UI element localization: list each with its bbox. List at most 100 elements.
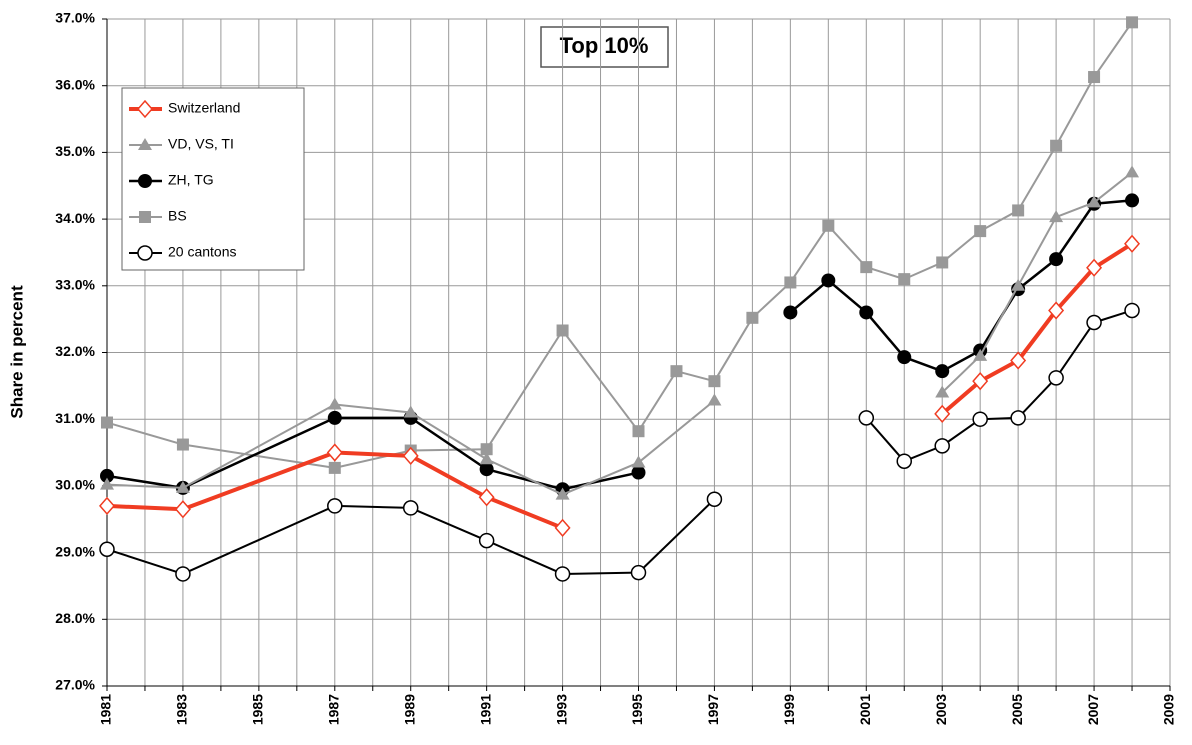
y-tick-label: 35.0% xyxy=(55,143,95,159)
marker xyxy=(821,273,836,288)
legend-label: 20 cantons xyxy=(168,244,237,260)
x-tick-label: 1999 xyxy=(781,694,797,725)
marker xyxy=(100,468,114,483)
legend-marker xyxy=(138,138,152,150)
legend-marker xyxy=(139,211,151,223)
marker xyxy=(707,393,722,406)
marker xyxy=(974,225,987,238)
marker xyxy=(554,566,571,582)
y-tick-label: 28.0% xyxy=(55,610,95,626)
marker xyxy=(1011,278,1026,291)
legend-label: BS xyxy=(168,208,187,224)
y-tick-label: 34.0% xyxy=(55,210,95,226)
marker xyxy=(630,564,647,581)
marker xyxy=(897,350,912,365)
marker xyxy=(858,410,875,426)
marker xyxy=(934,438,950,454)
marker xyxy=(554,518,571,538)
marker xyxy=(478,488,495,507)
marker xyxy=(670,365,683,378)
marker xyxy=(99,541,115,558)
marker xyxy=(403,405,418,418)
marker xyxy=(972,372,989,391)
marker xyxy=(1087,195,1102,208)
x-tick-label: 1985 xyxy=(250,694,266,725)
marker xyxy=(1010,351,1027,370)
x-tick-label: 1993 xyxy=(553,694,569,725)
marker xyxy=(1125,193,1140,208)
marker xyxy=(934,404,951,424)
marker xyxy=(1086,314,1102,331)
marker xyxy=(706,491,723,507)
marker xyxy=(973,348,988,361)
marker xyxy=(936,256,949,269)
marker xyxy=(175,480,190,493)
x-tick-label: 1991 xyxy=(477,694,493,725)
marker xyxy=(859,305,874,320)
y-axis-label: Share in percent xyxy=(7,285,26,419)
marker xyxy=(99,496,115,516)
marker xyxy=(402,446,419,466)
y-tick-label: 37.0% xyxy=(55,10,95,26)
marker xyxy=(176,438,189,451)
marker xyxy=(1010,410,1026,426)
marker xyxy=(556,324,569,337)
marker xyxy=(822,219,835,232)
y-tick-label: 32.0% xyxy=(55,343,95,359)
x-tick-label: 2005 xyxy=(1009,694,1025,725)
marker xyxy=(327,410,342,425)
marker xyxy=(555,487,570,500)
marker xyxy=(174,500,191,519)
y-tick-label: 29.0% xyxy=(55,543,95,559)
marker xyxy=(326,443,343,462)
marker xyxy=(784,276,797,289)
x-tick-label: 1995 xyxy=(629,694,645,725)
x-tick-label: 1997 xyxy=(705,694,721,725)
x-tick-label: 1983 xyxy=(174,694,190,725)
marker xyxy=(175,566,191,582)
legend-marker xyxy=(138,174,152,188)
marker xyxy=(1048,301,1065,320)
marker xyxy=(631,455,646,468)
x-tick-label: 2001 xyxy=(857,694,873,725)
x-tick-label: 1981 xyxy=(98,694,114,725)
marker xyxy=(327,498,343,514)
x-tick-label: 2009 xyxy=(1161,694,1177,725)
y-tick-label: 31.0% xyxy=(55,410,95,426)
marker xyxy=(1124,234,1141,253)
legend-label: VD, VS, TI xyxy=(168,136,234,152)
chart-title: Top 10% xyxy=(560,33,649,58)
marker xyxy=(479,462,494,477)
marker xyxy=(783,305,798,320)
marker xyxy=(328,461,341,474)
marker xyxy=(1125,165,1140,178)
y-tick-label: 36.0% xyxy=(55,76,95,92)
legend-label: ZH, TG xyxy=(168,172,214,188)
marker xyxy=(1126,16,1139,29)
marker xyxy=(100,477,114,490)
marker xyxy=(1048,370,1064,386)
marker xyxy=(708,375,721,388)
marker xyxy=(1049,252,1064,267)
x-tick-label: 2007 xyxy=(1085,694,1101,725)
legend-label: Switzerland xyxy=(168,100,240,116)
marker xyxy=(860,261,873,274)
marker xyxy=(101,416,113,429)
marker xyxy=(746,311,759,324)
series-line xyxy=(106,21,1133,469)
x-tick-label: 2003 xyxy=(933,694,949,725)
marker xyxy=(402,500,419,516)
legend-marker xyxy=(137,99,153,119)
y-tick-label: 33.0% xyxy=(55,277,95,293)
marker xyxy=(1086,258,1103,277)
marker xyxy=(1088,71,1101,84)
marker xyxy=(632,425,645,438)
x-tick-label: 1987 xyxy=(325,694,341,725)
marker xyxy=(1124,302,1140,319)
marker xyxy=(935,385,950,398)
y-tick-label: 30.0% xyxy=(55,477,95,493)
marker xyxy=(478,532,495,549)
marker xyxy=(1049,210,1064,223)
series-line xyxy=(106,171,1133,496)
